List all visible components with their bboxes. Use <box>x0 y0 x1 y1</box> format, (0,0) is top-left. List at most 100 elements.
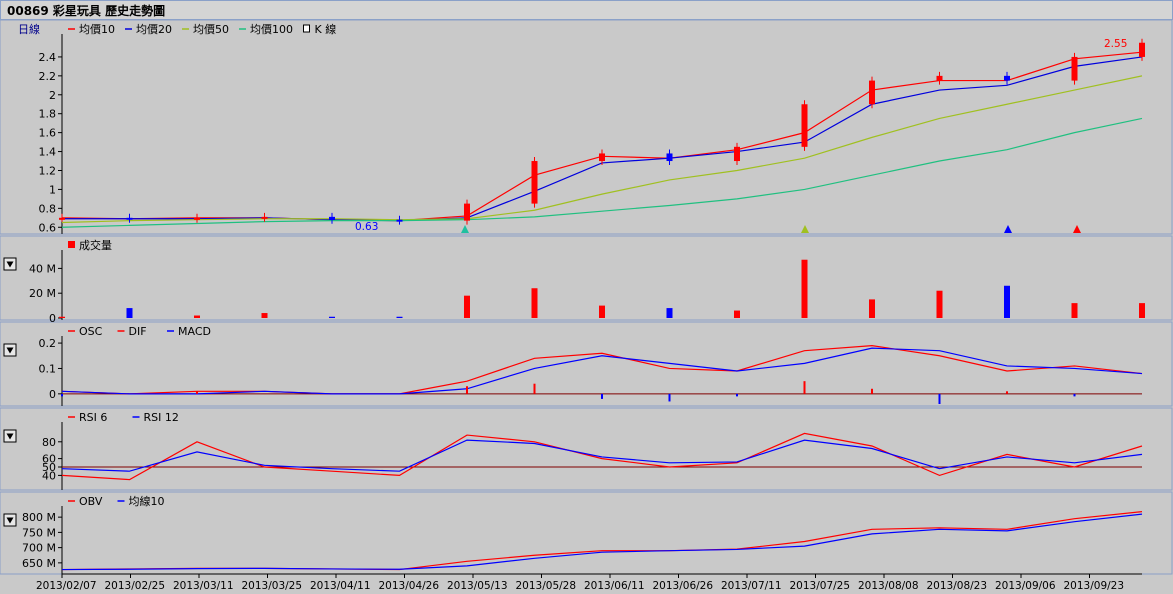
series-均價50 <box>61 75 1143 224</box>
x-tick-label: 2013/05/13 <box>447 580 508 592</box>
series-RSI 12 <box>61 439 1143 472</box>
volume-bar <box>261 313 268 318</box>
series-RSI 6 <box>61 432 1143 481</box>
signal-triangle <box>801 225 809 233</box>
volume-bar <box>396 316 403 318</box>
volume-bar <box>801 259 808 318</box>
legend-item: RSI 12 <box>144 411 179 424</box>
signal-triangle <box>1004 225 1012 233</box>
y-tick-label-obv: 650 M <box>22 557 56 570</box>
series-DIF <box>61 345 1143 395</box>
x-tick-label: 2013/09/06 <box>995 580 1056 592</box>
candle <box>396 219 403 222</box>
volume-bar <box>194 315 200 318</box>
volume-bar <box>869 299 875 318</box>
legend-item: MACD <box>178 325 211 338</box>
candle <box>1071 56 1078 81</box>
y-tick-label-volume: 20 M <box>29 287 56 300</box>
y-tick-label-macd: 0.1 <box>39 362 57 375</box>
x-tick-label: 2013/02/07 <box>36 580 97 592</box>
legend-swatch <box>303 24 310 33</box>
volume-bar <box>59 316 65 318</box>
legend-item: 均線10 <box>129 494 165 508</box>
x-tick-label: 2013/05/28 <box>516 580 577 592</box>
x-tick-label: 2013/04/26 <box>379 580 440 592</box>
y-tick-label-price: 1.2 <box>39 164 57 177</box>
x-tick-label: 2013/09/23 <box>1064 580 1125 592</box>
volume-bar <box>126 308 133 318</box>
x-tick-label: 2013/03/11 <box>173 580 234 592</box>
panel-rsi <box>0 407 1173 491</box>
y-tick-label-price: 1.4 <box>39 146 57 159</box>
legend-item: 均價50 <box>193 22 229 36</box>
panel-obv <box>0 491 1173 575</box>
chart-title: 00869 彩星玩具 歷史走勢圖 <box>7 4 166 18</box>
volume-bar <box>599 305 605 318</box>
y-tick-label-obv: 750 M <box>22 526 56 539</box>
volume-bar <box>1071 303 1078 318</box>
volume-bar <box>1139 303 1145 318</box>
x-tick-label: 2013/06/11 <box>584 580 645 592</box>
candle <box>531 161 538 204</box>
legend-item: 成交量 <box>79 238 112 252</box>
candle <box>936 75 943 81</box>
x-tick-label: 2013/03/25 <box>242 580 303 592</box>
volume-bar <box>1004 285 1010 318</box>
y-tick-label-price: 2.4 <box>39 51 57 64</box>
legend-item: 均價20 <box>136 22 172 36</box>
min-price-label: 0.63 <box>355 221 378 233</box>
candle <box>1004 75 1010 81</box>
candle <box>869 80 875 105</box>
candle <box>194 217 200 220</box>
y-tick-label-obv: 800 M <box>22 511 56 524</box>
series-均線10 <box>61 513 1143 571</box>
legend-swatch <box>68 241 75 248</box>
legend-item: DIF <box>129 325 147 338</box>
x-tick-label: 2013/06/26 <box>653 580 714 592</box>
y-tick-label-macd: 0.2 <box>39 337 57 350</box>
panel-price <box>0 19 1173 235</box>
legend-item: 均價10 <box>79 22 115 36</box>
x-tick-label: 2013/08/23 <box>927 580 988 592</box>
legend-item: K 線 <box>315 22 337 36</box>
volume-bar <box>666 308 673 318</box>
candle <box>59 217 65 220</box>
volume-bar <box>531 288 538 318</box>
y-tick-label-price: 0.6 <box>39 221 57 234</box>
candle <box>599 153 605 162</box>
legend-item: OBV <box>79 495 103 508</box>
y-tick-label-price: 2.2 <box>39 70 57 83</box>
legend-item: 均價100 <box>250 22 293 36</box>
signal-triangle <box>1073 225 1081 233</box>
chevron-down-icon <box>6 347 14 354</box>
y-tick-label-rsi: 40 <box>42 469 56 482</box>
candle <box>801 104 808 147</box>
chevron-down-icon <box>6 433 14 440</box>
volume-bar <box>464 295 470 318</box>
signal-triangle <box>461 225 469 233</box>
y-tick-label-volume: 0 <box>49 312 56 325</box>
series-MACD <box>61 347 1143 395</box>
candle <box>261 216 268 219</box>
candle <box>734 146 740 162</box>
legend-item: RSI 6 <box>79 411 107 424</box>
legend-item: OSC <box>79 325 103 338</box>
volume-bar <box>734 310 740 318</box>
series-均價100 <box>61 117 1143 228</box>
volume-bar <box>329 316 335 318</box>
x-tick-label: 2013/08/08 <box>858 580 919 592</box>
y-tick-label-price: 0.8 <box>39 202 57 215</box>
candle <box>666 153 673 162</box>
panel-volume <box>0 235 1173 321</box>
x-tick-label: 2013/04/11 <box>310 580 371 592</box>
y-tick-label-price: 1.6 <box>39 127 57 140</box>
y-tick-label-price: 1.8 <box>39 108 57 121</box>
candle <box>1139 42 1145 57</box>
candle <box>464 203 470 221</box>
y-tick-label-price: 1 <box>49 183 56 196</box>
y-tick-label-obv: 700 M <box>22 542 56 555</box>
period-label: 日線 <box>18 22 40 36</box>
candle <box>329 216 335 220</box>
